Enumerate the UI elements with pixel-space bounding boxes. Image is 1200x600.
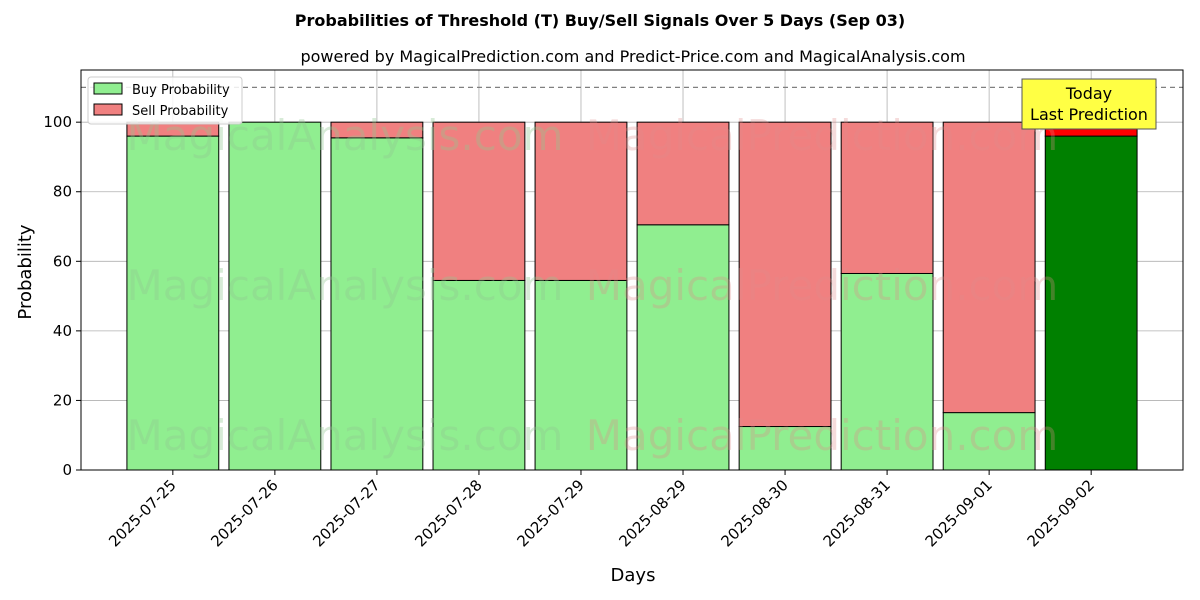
bar-buy — [228, 121, 322, 471]
x-tick-label: 2025-09-02 — [1024, 476, 1098, 550]
watermark-text: MagicalPrediction.com — [586, 261, 1059, 310]
bar-sell — [738, 121, 832, 428]
x-tick-label: 2025-08-29 — [615, 476, 689, 550]
watermarks: MagicalAnalysis.com MagicalPrediction.com… — [127, 111, 1059, 460]
legend: Buy Probability Sell Probability — [87, 76, 243, 125]
x-tick-label: 2025-07-29 — [513, 476, 587, 550]
x-tick-label: 2025-08-31 — [820, 476, 894, 550]
bar-buy — [330, 137, 424, 471]
y-tick-label: 20 — [53, 391, 72, 409]
bar-sell — [942, 121, 1036, 414]
x-tick-label: 2025-07-28 — [411, 476, 485, 550]
watermark-text: MagicalPrediction.com — [586, 411, 1059, 460]
bar-sell — [432, 121, 526, 281]
legend-sell-swatch — [93, 103, 123, 116]
y-tick-label: 80 — [53, 183, 72, 201]
bar-sell — [534, 121, 628, 281]
today-annotation-line1: Today — [1065, 84, 1112, 103]
y-tick-label: 60 — [53, 252, 72, 270]
watermark-text: MagicalAnalysis.com — [127, 261, 564, 310]
bar-buy — [840, 272, 934, 471]
x-tick-label: 2025-07-26 — [207, 476, 281, 550]
bar-buy — [126, 135, 220, 471]
x-tick-label: 2025-09-01 — [922, 476, 996, 550]
watermark-text: MagicalPrediction.com — [586, 111, 1059, 160]
y-tick-label: 100 — [43, 113, 72, 131]
y-tick-label: 40 — [53, 322, 72, 340]
chart-title: Probabilities of Threshold (T) Buy/Sell … — [295, 11, 905, 30]
x-axis-label: Days — [611, 565, 656, 586]
x-tick-label: 2025-07-25 — [105, 476, 179, 550]
bar-buy — [1044, 135, 1138, 471]
x-tick-label: 2025-08-30 — [718, 476, 792, 550]
legend-sell-label: Sell Probability — [132, 104, 229, 119]
legend-buy-swatch — [93, 82, 123, 95]
y-tick-label: 0 — [62, 461, 72, 479]
axes — [80, 69, 1184, 471]
x-tick-label: 2025-07-27 — [309, 476, 383, 550]
bar-sell — [636, 121, 730, 226]
plot-frame — [80, 69, 1184, 471]
today-annotation: Today Last Prediction — [1021, 78, 1157, 130]
bar-buy — [534, 279, 628, 471]
bars — [126, 121, 1138, 471]
watermark-text: MagicalAnalysis.com — [127, 411, 564, 460]
bar-sell — [330, 121, 424, 139]
bar-sell — [840, 121, 934, 274]
legend-buy-label: Buy Probability — [132, 83, 230, 98]
chart-subtitle: powered by MagicalPrediction.com and Pre… — [300, 47, 965, 66]
bar-buy — [942, 412, 1036, 471]
legend-box — [87, 76, 243, 125]
y-axis-label: Probability — [15, 224, 36, 319]
today-annotation-line2: Last Prediction — [1030, 105, 1148, 124]
today-annotation-box — [1021, 78, 1157, 130]
